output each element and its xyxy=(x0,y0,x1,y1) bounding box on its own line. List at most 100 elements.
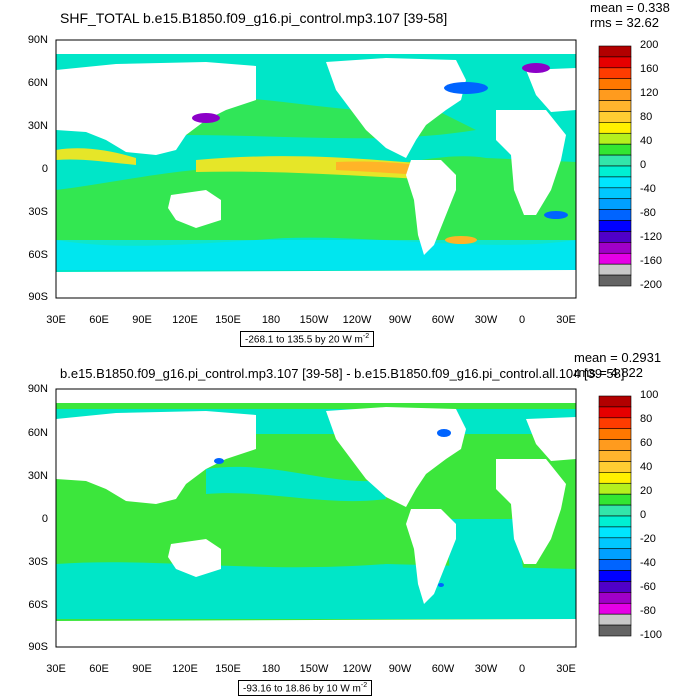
colorbar-tick-label: 80 xyxy=(640,413,653,425)
colorbar-swatch xyxy=(598,613,632,626)
x-tick-label: 90E xyxy=(132,663,152,675)
colorbar-swatch xyxy=(598,111,632,123)
colorbar-swatch xyxy=(598,274,632,287)
europe-land xyxy=(526,68,576,112)
x-tick-label: 60W xyxy=(431,314,455,326)
colorbar-swatch xyxy=(598,417,632,430)
x-tick-label: 90W xyxy=(388,663,412,675)
kuroshio-anomaly xyxy=(214,458,224,464)
y-tick-label: 90S xyxy=(28,641,48,653)
colorbar-tick-label: -200 xyxy=(640,279,663,291)
y-tick-label: 0 xyxy=(41,163,48,175)
colorbar-tick-label: 40 xyxy=(640,135,653,147)
colorbar-swatch xyxy=(598,439,632,451)
north-america-land xyxy=(326,407,466,507)
colorbar-tick-label: -20 xyxy=(640,533,656,545)
colorbar-tick-label: -40 xyxy=(640,557,656,569)
colorbar-tick-label: -100 xyxy=(640,629,663,641)
colorbar-swatch xyxy=(598,515,632,528)
colorbar-tick-label: 40 xyxy=(640,461,653,473)
eurasia-land xyxy=(56,411,256,504)
colorbar-tick-label: 100 xyxy=(640,389,659,401)
x-tick-label: 180 xyxy=(261,663,281,675)
colorbar-swatch xyxy=(598,450,632,462)
x-tick-label: 0 xyxy=(518,314,526,326)
colorbar-tick-label: -80 xyxy=(640,207,656,219)
x-tick-label: 150E xyxy=(215,314,241,326)
north-atlantic-hotspot xyxy=(522,63,550,73)
colorbar-swatch xyxy=(598,89,632,101)
x-tick-label: 60W xyxy=(431,663,455,675)
colorbar-swatch xyxy=(598,461,632,473)
x-tick-label: 150W xyxy=(299,314,329,326)
colorbar-swatch xyxy=(598,231,632,243)
colorbar-tick-label: -120 xyxy=(640,231,663,243)
x-tick-label: 120E xyxy=(172,663,198,675)
x-tick-label: 30E xyxy=(46,663,66,675)
units-text: W m xyxy=(342,334,363,346)
y-tick-label: 30N xyxy=(27,120,48,132)
colorbar-tick-label: 20 xyxy=(640,485,653,497)
colorbar-swatch xyxy=(598,482,632,495)
map-plot xyxy=(55,39,577,299)
antarctica-land xyxy=(56,270,576,298)
colorbar-swatch xyxy=(598,406,632,419)
gulf-stream-anomaly xyxy=(437,429,451,437)
colorbar-swatch xyxy=(598,263,632,276)
colorbar-swatch xyxy=(598,559,632,571)
x-tick-label: 60E xyxy=(89,663,109,675)
south-america-land xyxy=(406,509,456,604)
colorbar-tick-label: -160 xyxy=(640,255,663,267)
antarctica-land xyxy=(56,619,576,647)
brazil-current-hotspot xyxy=(445,236,477,244)
colorbar-tick-label: 120 xyxy=(640,87,659,99)
colorbar-swatch xyxy=(598,548,632,560)
panel-difference: b.e15.B1850.f09_g16.pi_control.mp3.107 [… xyxy=(0,350,700,700)
x-tick-label: 120W xyxy=(342,314,372,326)
colorbar-swatch xyxy=(598,526,632,539)
y-tick-label: 90N xyxy=(27,383,48,395)
x-tick-label: 0 xyxy=(518,663,526,675)
y-tick-label: 0 xyxy=(41,513,48,525)
x-tick-label: 30E xyxy=(556,314,576,326)
mean-label: mean = 0.338 xyxy=(590,0,670,15)
x-tick-label: 30E xyxy=(46,314,66,326)
colorbar-swatch xyxy=(598,176,632,189)
kuroshio-hotspot xyxy=(192,113,220,123)
colorbar-swatch xyxy=(598,570,632,582)
colorbar-swatch xyxy=(598,472,632,484)
colorbar-swatch xyxy=(598,395,632,408)
y-tick-label: 60N xyxy=(27,427,48,439)
ocean-cyan-band xyxy=(56,240,576,270)
y-tick-label: 90N xyxy=(27,34,48,46)
x-tick-label: 90E xyxy=(132,314,152,326)
arctic-land xyxy=(56,40,576,54)
colorbar-swatch xyxy=(598,143,632,156)
x-tick-label: 120W xyxy=(342,663,372,675)
x-tick-label: 90W xyxy=(388,314,412,326)
panel-shf-total: SHF_TOTAL b.e15.B1850.f09_g16.pi_control… xyxy=(27,0,670,348)
colorbar-swatch xyxy=(598,504,632,517)
colorbar-swatch xyxy=(598,581,632,593)
colorbar-swatch xyxy=(598,537,632,550)
colorbar-tick-label: -40 xyxy=(640,183,656,195)
colorbar-swatch xyxy=(598,67,632,80)
y-tick-label: 90S xyxy=(28,291,48,303)
colorbar-tick-label: 0 xyxy=(640,159,647,171)
ocean-yellow-band xyxy=(56,148,136,165)
map-plot xyxy=(55,388,577,648)
x-tick-label: 120E xyxy=(172,314,198,326)
colorbar xyxy=(598,45,632,287)
colorbar-swatch xyxy=(598,122,632,134)
x-tick-label: 150E xyxy=(215,663,241,675)
eurasia-land xyxy=(56,62,256,155)
colorbar-tick-label: -60 xyxy=(640,581,656,593)
rms-label: rms = 4.822 xyxy=(574,365,644,380)
colorbar-swatch xyxy=(598,220,632,232)
units-text: W m xyxy=(340,683,361,695)
agulhas-hotspot xyxy=(544,211,568,219)
units-exponent: -2 xyxy=(362,333,370,340)
colorbar-swatch xyxy=(598,198,632,210)
y-tick-label: 60S xyxy=(28,599,48,611)
colorbar-tick-label: 60 xyxy=(640,437,653,449)
